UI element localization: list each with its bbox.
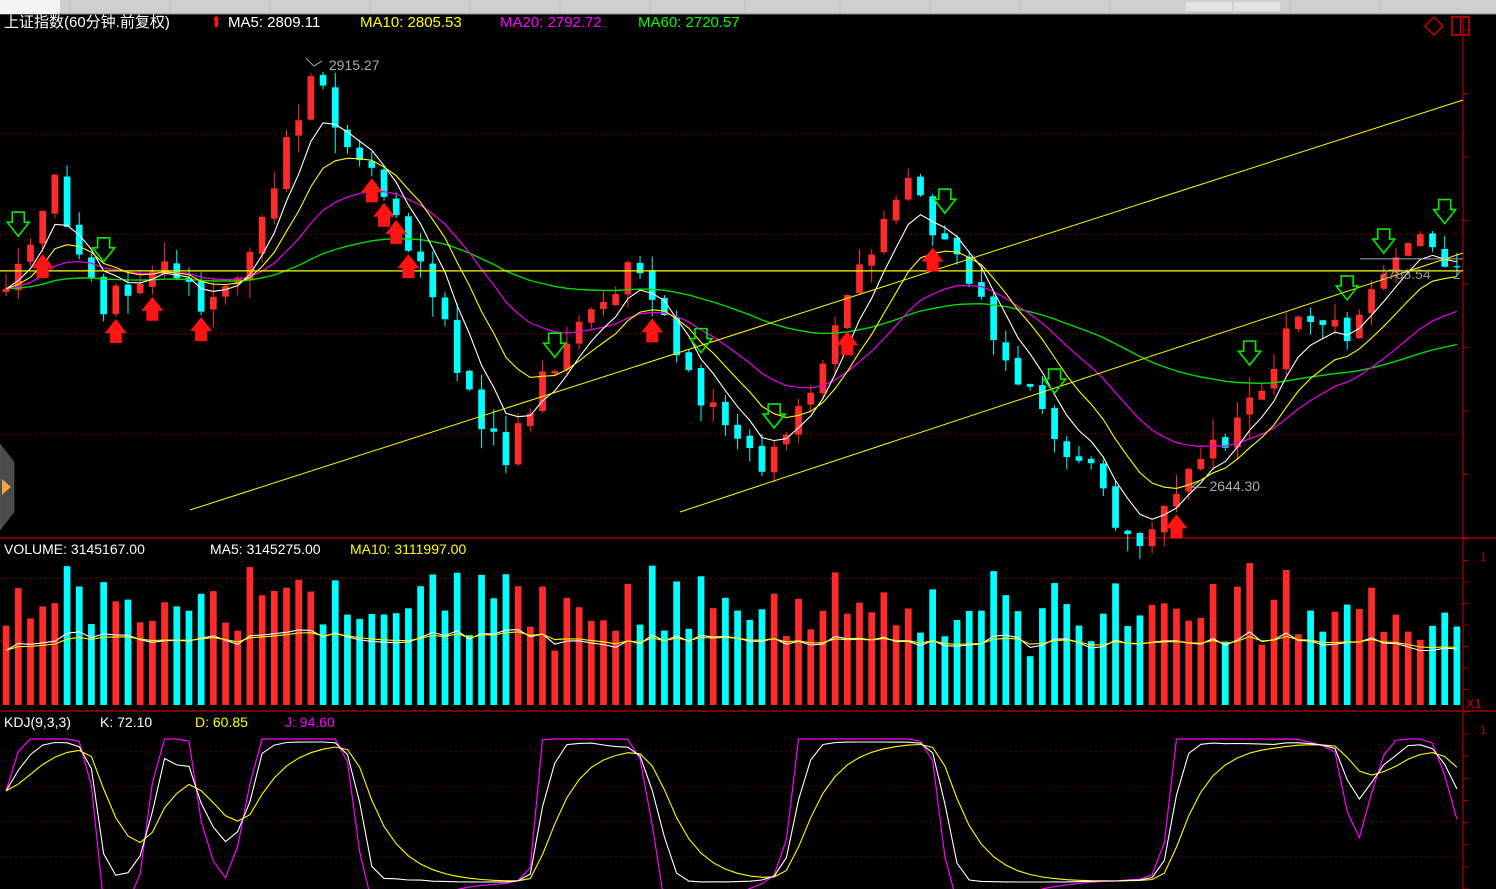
svg-text:MA5: 3145275.00: MA5: 3145275.00 <box>210 541 321 557</box>
svg-text:2: 2 <box>1453 266 1461 282</box>
svg-text:KDJ(9,3,3): KDJ(9,3,3) <box>4 714 71 730</box>
svg-text:1: 1 <box>1480 550 1487 564</box>
svg-text:MA60: 2720.57: MA60: 2720.57 <box>638 14 740 31</box>
svg-text:MA20: 2792.72: MA20: 2792.72 <box>500 14 602 31</box>
svg-text:MA10: 3111997.00: MA10: 3111997.00 <box>350 541 466 557</box>
svg-text:1: 1 <box>1480 723 1487 737</box>
svg-text:VOLUME: 3145167.00: VOLUME: 3145167.00 <box>4 541 145 557</box>
svg-text:K: 72.10: K: 72.10 <box>100 714 152 730</box>
svg-text:J: 94.60: J: 94.60 <box>285 714 335 730</box>
svg-text:2915.27: 2915.27 <box>329 57 380 73</box>
svg-text:MA10: 2805.53: MA10: 2805.53 <box>360 14 462 31</box>
svg-text:D: 60.85: D: 60.85 <box>195 714 248 730</box>
svg-text:2644.30: 2644.30 <box>1209 478 1260 494</box>
svg-text:⬆: ⬆ <box>210 14 223 31</box>
svg-text:X1: X1 <box>1466 696 1482 711</box>
svg-text:2783.54: 2783.54 <box>1380 266 1431 282</box>
svg-text:上证指数(60分钟.前复权): 上证指数(60分钟.前复权) <box>4 13 170 31</box>
svg-text:MA5: 2809.11: MA5: 2809.11 <box>228 14 320 31</box>
